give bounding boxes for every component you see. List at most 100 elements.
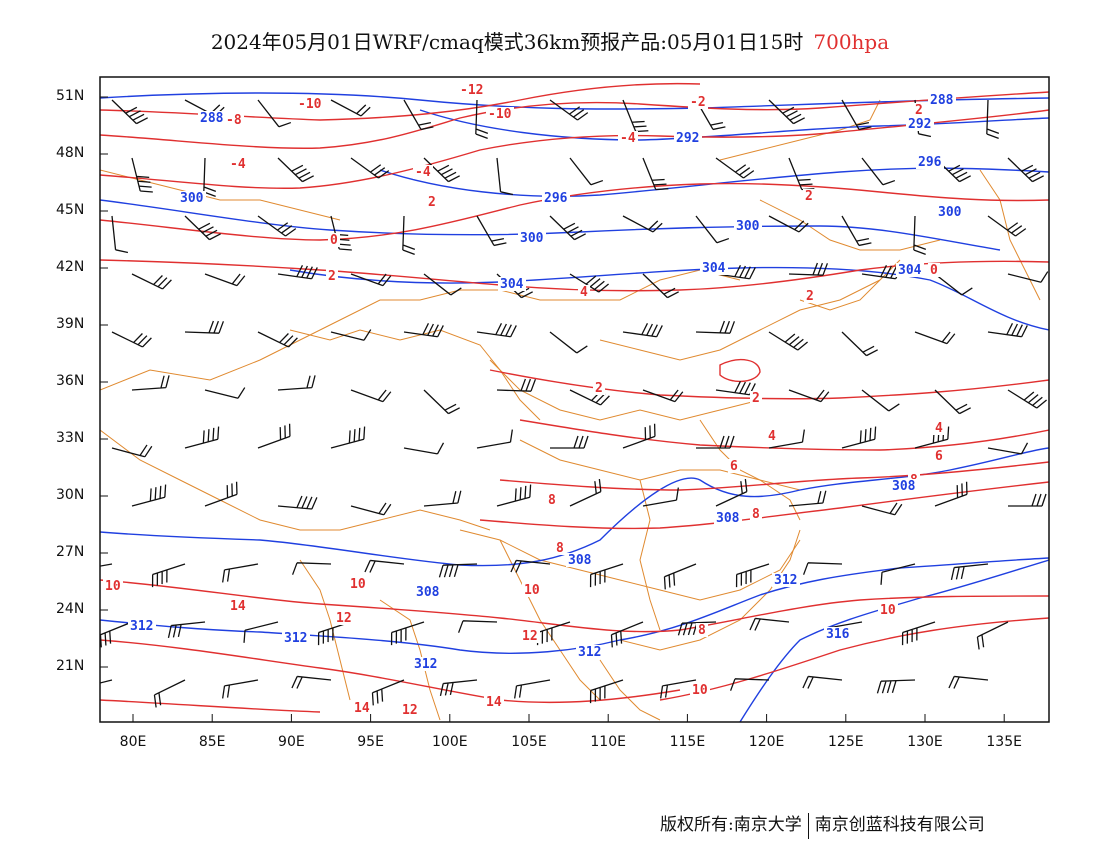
temperature-label: -2 bbox=[690, 95, 706, 110]
wind-barb bbox=[277, 375, 316, 391]
lat-label: 24N bbox=[56, 601, 85, 617]
geopotential-label: 300 bbox=[938, 205, 962, 220]
geopotential-label: 312 bbox=[578, 645, 601, 660]
wind-barb bbox=[610, 621, 644, 648]
lon-label: 100E bbox=[432, 734, 468, 750]
temperature-label: 6 bbox=[935, 449, 943, 464]
wind-barb bbox=[204, 273, 246, 287]
wind-barb bbox=[569, 389, 610, 406]
wind-barb bbox=[914, 426, 950, 449]
wind-barb bbox=[715, 265, 756, 280]
wind-barb bbox=[913, 215, 927, 256]
wind-barb bbox=[257, 99, 292, 128]
geopotential-label: 304 bbox=[500, 277, 524, 292]
wind-barb bbox=[151, 563, 186, 588]
wind-barb bbox=[589, 679, 624, 704]
wind-barb bbox=[131, 157, 153, 193]
wind-barb bbox=[715, 157, 755, 179]
wind-barb bbox=[749, 617, 790, 631]
temperature-label: 8 bbox=[698, 623, 706, 638]
wind-barb bbox=[861, 157, 896, 186]
geopotential-label: 300 bbox=[520, 231, 544, 246]
wind-barb bbox=[403, 99, 434, 131]
temperature-label: -4 bbox=[620, 131, 636, 146]
lat-label: 39N bbox=[56, 316, 85, 332]
wind-barb bbox=[768, 429, 805, 449]
geopotential-label: 316 bbox=[826, 627, 850, 642]
geopotential-label: 308 bbox=[568, 553, 592, 568]
wind-barb bbox=[330, 426, 366, 449]
wind-barb bbox=[715, 478, 748, 507]
wind-barb bbox=[350, 389, 392, 403]
geopotential-labels: 2882882922922962963003003003003043043043… bbox=[128, 93, 964, 672]
lon-label: 115E bbox=[669, 734, 706, 750]
wind-barb bbox=[510, 559, 551, 573]
wind-barb bbox=[802, 675, 843, 689]
lat-label: 45N bbox=[56, 202, 85, 218]
wind-barb bbox=[622, 99, 649, 133]
geopotential-label: 292 bbox=[676, 131, 699, 146]
wind-barb bbox=[622, 423, 656, 449]
wind-barb bbox=[934, 481, 968, 507]
wind-barb bbox=[423, 157, 460, 183]
wind-barb bbox=[184, 215, 221, 241]
geopotential-label: 304 bbox=[702, 261, 726, 276]
temperature-label: 4 bbox=[768, 429, 776, 444]
wind-barb bbox=[257, 215, 297, 237]
temperature-label: 8 bbox=[752, 507, 760, 522]
lat-label: 21N bbox=[56, 658, 85, 674]
wind-barb bbox=[496, 378, 537, 392]
temperature-label: 2 bbox=[595, 381, 603, 396]
temperature-label: 12 bbox=[336, 611, 352, 626]
wind-barb bbox=[131, 375, 170, 391]
wind-barb bbox=[153, 679, 186, 708]
wind-barb bbox=[402, 215, 416, 256]
lon-label: 135E bbox=[986, 734, 1022, 750]
wind-barb bbox=[403, 442, 445, 455]
geopotential-label: 312 bbox=[414, 657, 437, 672]
wind-barb bbox=[131, 484, 167, 507]
wind-barb bbox=[371, 679, 405, 706]
wind-barb bbox=[350, 157, 390, 179]
wind-barb bbox=[934, 157, 971, 183]
wind-barb bbox=[950, 563, 989, 581]
wind-barb bbox=[550, 435, 589, 449]
geopotential-label: 300 bbox=[180, 191, 204, 206]
wind-barb bbox=[569, 157, 604, 186]
wind-barb bbox=[184, 320, 225, 334]
wind-barb bbox=[768, 99, 805, 125]
wind-barb bbox=[423, 389, 460, 415]
wind-barb bbox=[496, 484, 532, 507]
wind-barb bbox=[403, 323, 444, 338]
wind-barb bbox=[257, 331, 298, 348]
title-level: 700hpa bbox=[813, 30, 890, 54]
temperature-label: 12 bbox=[402, 703, 418, 718]
wind-barb bbox=[476, 323, 517, 338]
wind-barb bbox=[729, 678, 770, 691]
wind-barb bbox=[330, 99, 371, 117]
wind-barb bbox=[350, 273, 392, 287]
wind-barb bbox=[111, 215, 129, 254]
temperature-label: 2 bbox=[328, 269, 336, 284]
wind-barb bbox=[876, 679, 916, 694]
wind-barb bbox=[100, 563, 113, 583]
wind-barb bbox=[735, 563, 770, 588]
wind-barb bbox=[111, 444, 153, 458]
temperature-label: 10 bbox=[350, 577, 366, 592]
temperature-label: 2 bbox=[428, 195, 436, 210]
border-lines bbox=[100, 99, 1041, 721]
wind-barb bbox=[622, 215, 663, 233]
copyright-footer: 版权所有:南京大学 南京创蓝科技有限公司 bbox=[660, 810, 985, 839]
wind-barb bbox=[788, 262, 829, 276]
temperature-label: 14 bbox=[354, 701, 370, 716]
wind-barb bbox=[476, 215, 507, 247]
temperature-label: 0 bbox=[930, 263, 938, 278]
wind-barb bbox=[987, 442, 1029, 455]
wind-barb bbox=[277, 265, 318, 280]
wind-barb bbox=[439, 679, 478, 697]
wind-barb bbox=[1008, 493, 1047, 507]
wind-barb bbox=[788, 490, 827, 507]
wind-barb bbox=[695, 320, 736, 334]
wind-barb bbox=[663, 563, 697, 590]
temperature-label: 4 bbox=[580, 285, 588, 300]
